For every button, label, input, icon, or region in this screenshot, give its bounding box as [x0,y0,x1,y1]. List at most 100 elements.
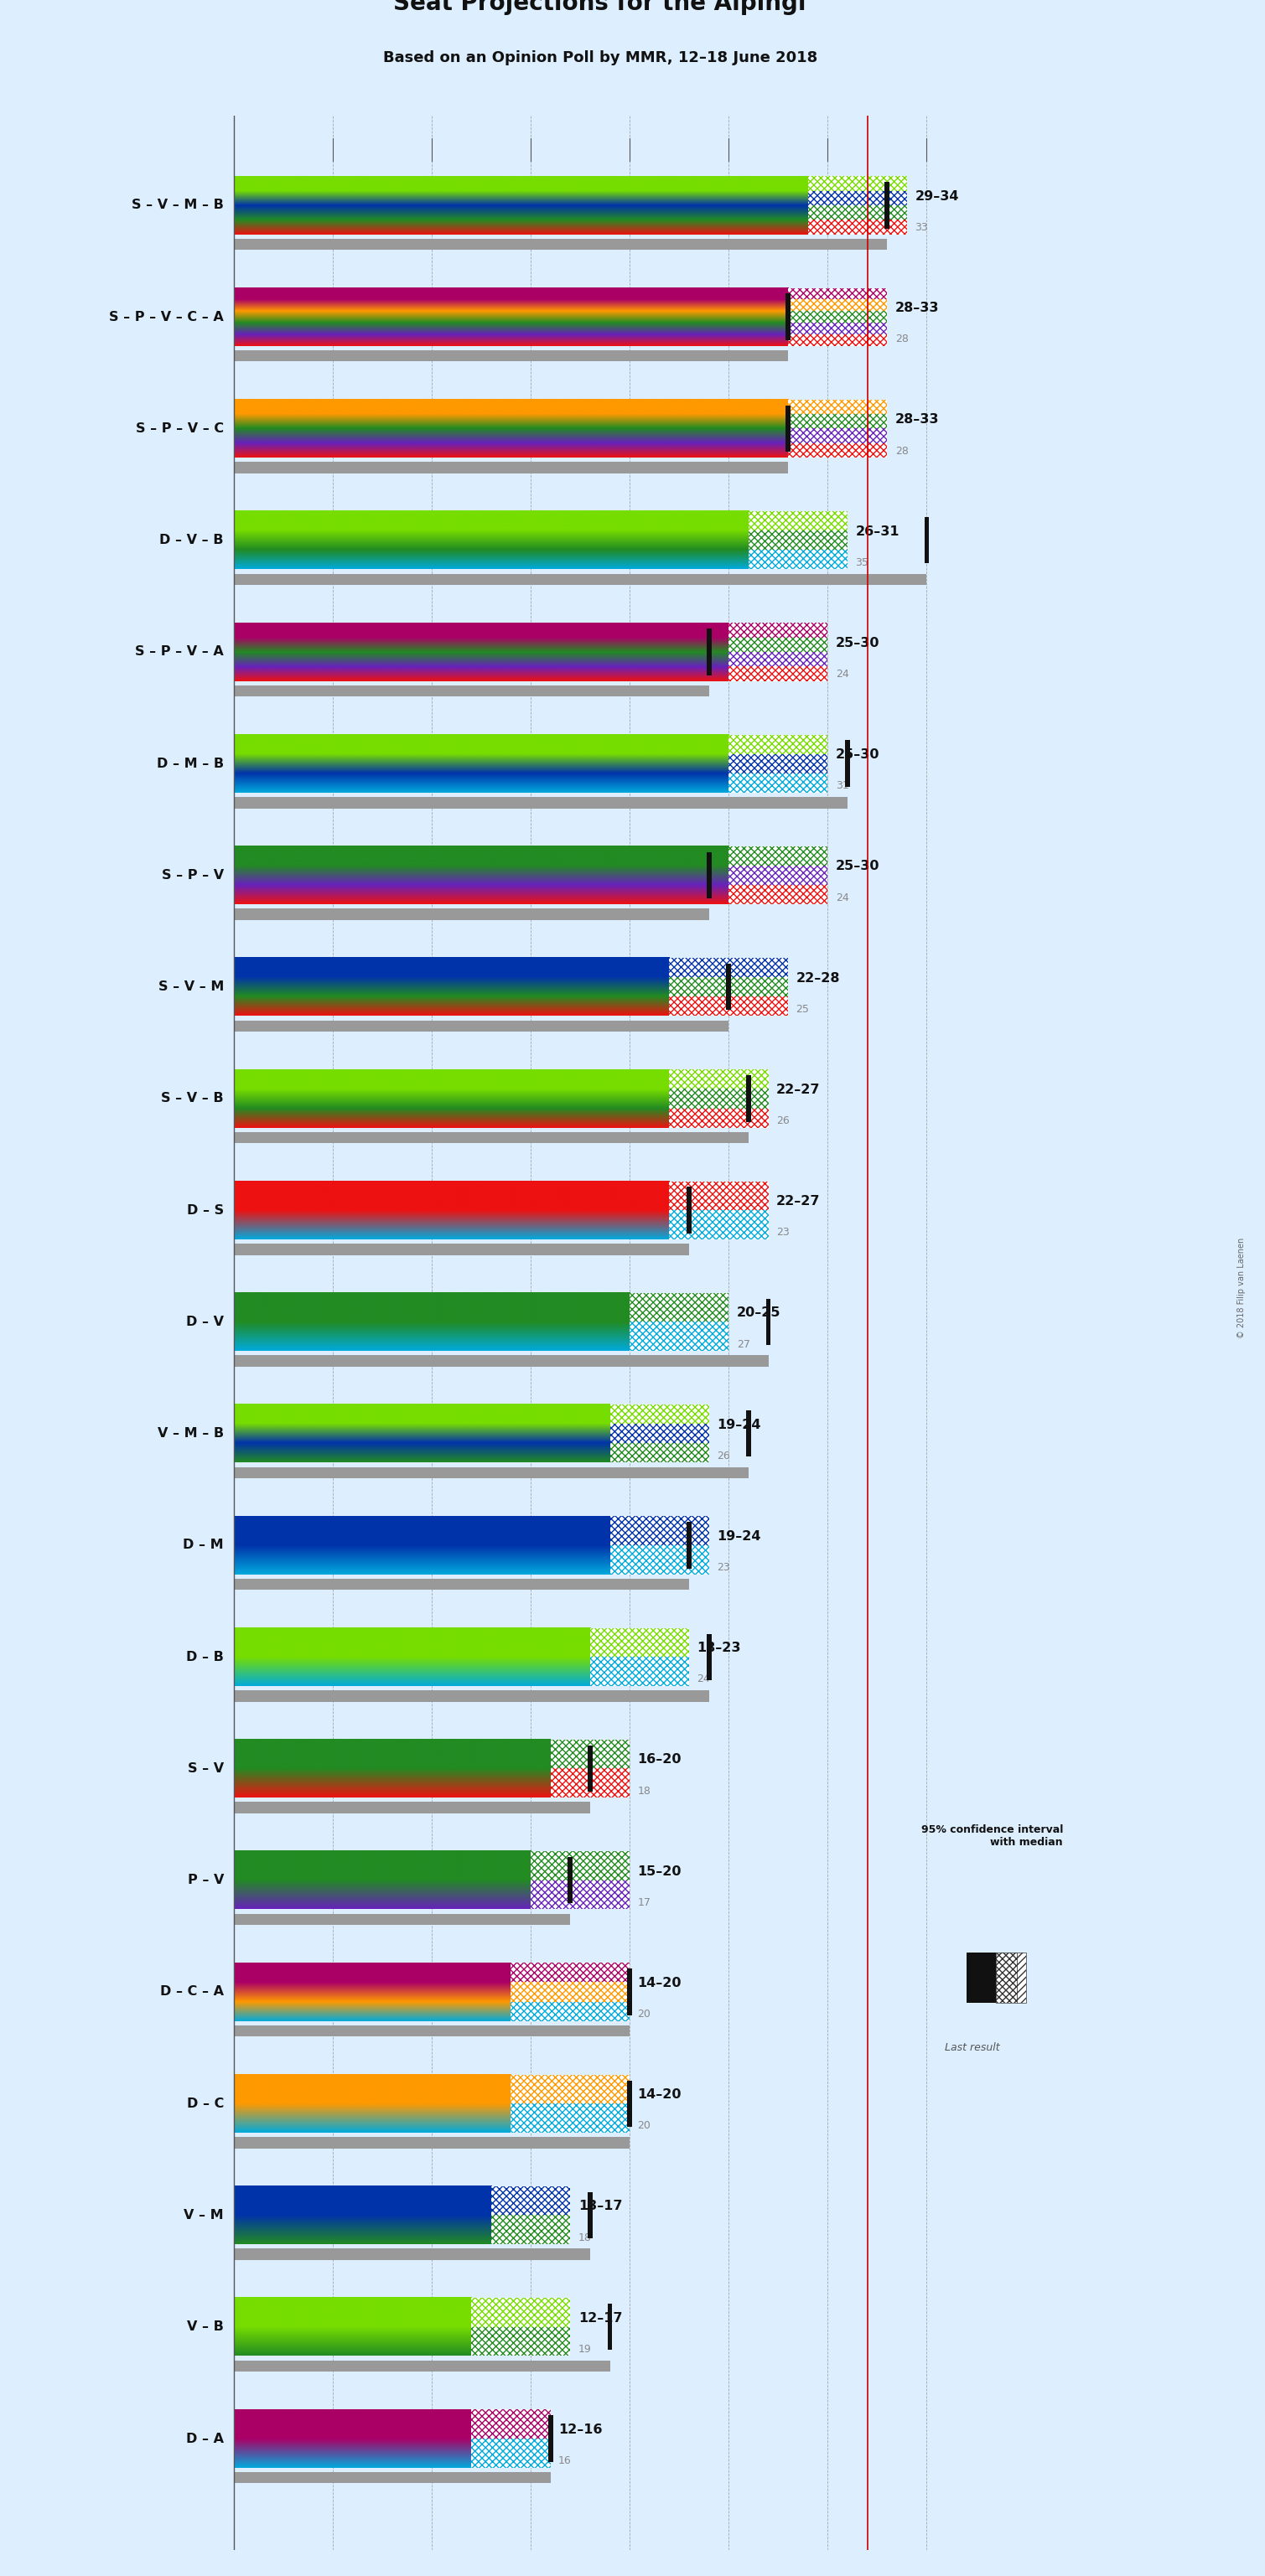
Text: D – M: D – M [183,1538,224,1551]
Text: D – C – A: D – C – A [161,1986,224,1999]
Bar [234,1020,729,1030]
Text: 28: 28 [896,335,908,345]
Bar [786,294,791,340]
Bar [511,1963,630,1984]
Bar [996,1953,1017,2004]
Bar [588,2192,592,2239]
Text: 24: 24 [697,1674,710,1685]
Text: S – P – V – C – A: S – P – V – C – A [109,312,224,322]
Text: P – V: P – V [187,1873,224,1886]
Bar [746,1074,751,1121]
Bar [511,1963,630,2022]
Bar [234,1355,768,1368]
Text: 16–20: 16–20 [638,1754,682,1767]
Bar [472,2409,550,2439]
Bar [234,1690,708,1703]
Text: 22–28: 22–28 [796,971,840,984]
Bar [845,739,850,786]
Text: D – C: D – C [186,2097,224,2110]
Bar [749,510,848,569]
Text: 25–30: 25–30 [836,750,879,760]
Bar [472,2439,550,2468]
Bar [749,549,848,569]
Bar [491,2187,571,2215]
Bar [511,2074,630,2133]
Text: 26–31: 26–31 [855,526,899,538]
Text: D – B: D – B [186,1651,224,1664]
Bar [550,1739,630,1798]
Bar [788,322,887,335]
Text: S – P – V: S – P – V [162,868,224,881]
Bar [531,1852,630,1880]
Bar [531,1880,630,1909]
Bar [808,219,907,234]
Bar [234,1244,689,1255]
Bar [669,958,788,1015]
Text: 24: 24 [836,670,849,680]
Text: 13–17: 13–17 [578,2200,622,2213]
Bar [749,510,848,531]
Bar [589,1656,689,1685]
Text: D – V: D – V [186,1316,224,1329]
Bar [472,2298,571,2326]
Text: 22–27: 22–27 [777,1195,820,1208]
Bar [491,2187,571,2244]
Text: © 2018 Filip van Laenen: © 2018 Filip van Laenen [1237,1236,1246,1340]
Bar [234,1131,749,1144]
Bar [729,734,827,755]
Bar [234,685,708,696]
Text: 25–30: 25–30 [836,636,879,649]
Text: V – M: V – M [183,2210,224,2221]
Bar [687,1522,692,1569]
Bar [729,755,827,773]
Bar [669,1090,768,1108]
Text: 16: 16 [558,2455,572,2465]
Bar [729,623,827,636]
Bar [669,1182,768,1211]
Bar [808,206,907,219]
Bar [610,1404,708,1463]
Bar [669,1069,768,1090]
Bar [548,2416,553,2463]
Text: S – V: S – V [187,1762,224,1775]
Bar [788,443,887,459]
Bar [765,1298,770,1345]
Bar [669,1108,768,1128]
Bar [729,866,827,886]
Text: S – P – V – A: S – P – V – A [135,647,224,659]
Bar [669,958,788,976]
Bar [610,1546,708,1574]
Bar [788,312,887,322]
Bar [491,2215,571,2244]
Bar [729,636,827,652]
Bar [788,399,887,415]
Text: 17: 17 [638,1896,651,1909]
Text: 26: 26 [777,1115,789,1126]
Bar [550,1739,630,1770]
Text: 26: 26 [717,1450,730,1461]
Bar [788,289,887,345]
Text: 27: 27 [736,1340,750,1350]
Bar [568,1857,573,1904]
Bar [627,1968,632,2014]
Bar [630,1293,729,1321]
Bar [788,335,887,345]
Text: 12–17: 12–17 [578,2311,622,2324]
Text: 19: 19 [578,2344,592,2354]
Bar [729,848,827,866]
Bar [786,404,791,451]
Bar [589,1628,689,1656]
Bar [550,1770,630,1798]
Bar [669,976,788,997]
Text: V – M – B: V – M – B [157,1427,224,1440]
Text: 28–33: 28–33 [896,301,939,314]
Bar [234,1579,689,1589]
Text: Based on an Opinion Poll by MMR, 12–18 June 2018: Based on an Opinion Poll by MMR, 12–18 J… [383,52,817,64]
Bar [588,1747,592,1793]
Bar [234,1468,749,1479]
Text: S – V – M – B: S – V – M – B [132,198,224,211]
Text: 23: 23 [717,1561,730,1574]
Bar [234,1803,589,1814]
Bar [726,963,731,1010]
Bar [788,399,887,459]
